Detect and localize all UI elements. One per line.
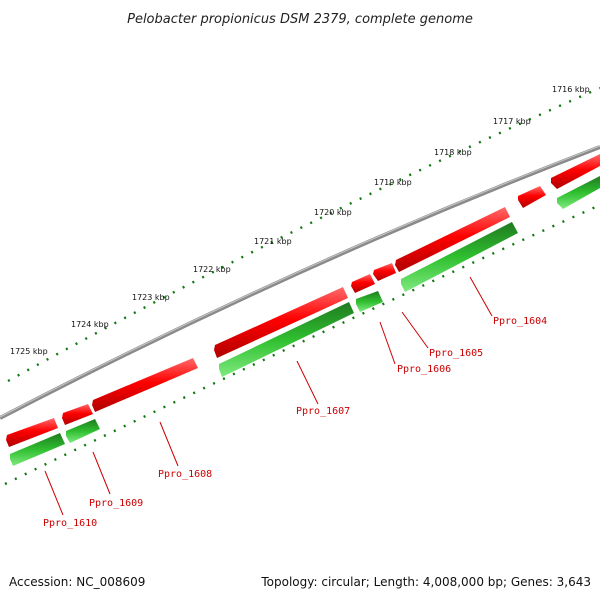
gene-arrow-forward [351,274,375,293]
gene-label: Ppro_1605 [429,348,483,359]
tick-label: 1724 kbp [71,320,109,329]
gene-arrow-reverse [219,302,354,377]
gene-arrow-reverse [66,419,100,443]
genome-stats-text: Topology: circular; Length: 4,008,000 bp… [261,575,591,589]
leader-line [159,421,179,467]
gene-labels: Ppro_1604 Ppro_1605 Ppro_1606 Ppro_1607 … [43,316,547,529]
gene-label: Ppro_1607 [296,406,350,417]
inner-tick-ring [4,203,600,486]
gene-arrow-forward [92,358,198,412]
leader-line [469,276,493,317]
tick-label: 1722 kbp [193,265,231,274]
accession-text: Accession: NC_008609 [9,575,146,589]
gene-arrow-forward [395,207,510,272]
tick-label: 1720 kbp [314,208,352,217]
tick-label: 1721 kbp [254,237,292,246]
gene-label: Ppro_1609 [89,498,143,509]
tick-label: 1716 kbp [552,85,590,94]
gene-arrow-forward [373,263,396,281]
forward-strand-genes [6,154,600,447]
tick-label: 1717 kbp [493,117,531,126]
label-leader-lines [44,276,493,516]
tick-labels: 1716 kbp 1717 kbp 1718 kbp 1719 kbp 1720… [10,85,590,356]
tick-label: 1719 kbp [374,178,412,187]
leader-line [401,311,429,349]
tick-label: 1725 kbp [10,347,48,356]
leader-line [92,451,111,495]
reverse-strand-genes [10,176,600,466]
leader-line [379,321,396,365]
gene-arrow-reverse [557,176,600,209]
genome-backbone-highlight [0,145,600,418]
genome-backbone [0,145,600,420]
tick-label: 1723 kbp [132,293,170,302]
gene-label: Ppro_1610 [43,518,97,529]
gene-arrow-forward [62,404,93,425]
outer-tick-ring [7,86,600,383]
gene-arrow-reverse [356,291,383,312]
gene-arrow-forward [214,287,348,358]
map-title: Pelobacter propionicus DSM 2379, complet… [127,12,473,27]
gene-label: Ppro_1604 [493,316,547,327]
tick-label: 1718 kbp [434,148,472,157]
gene-arrow-forward [6,418,58,447]
gene-label: Ppro_1608 [158,469,212,480]
leader-line [44,470,64,516]
gene-arrow-reverse [401,222,518,292]
gene-label: Ppro_1606 [397,364,451,375]
gene-arrow-reverse [10,433,65,466]
gene-arrow-forward [551,154,600,189]
gene-arrow-forward [518,186,546,208]
leader-line [296,360,319,405]
